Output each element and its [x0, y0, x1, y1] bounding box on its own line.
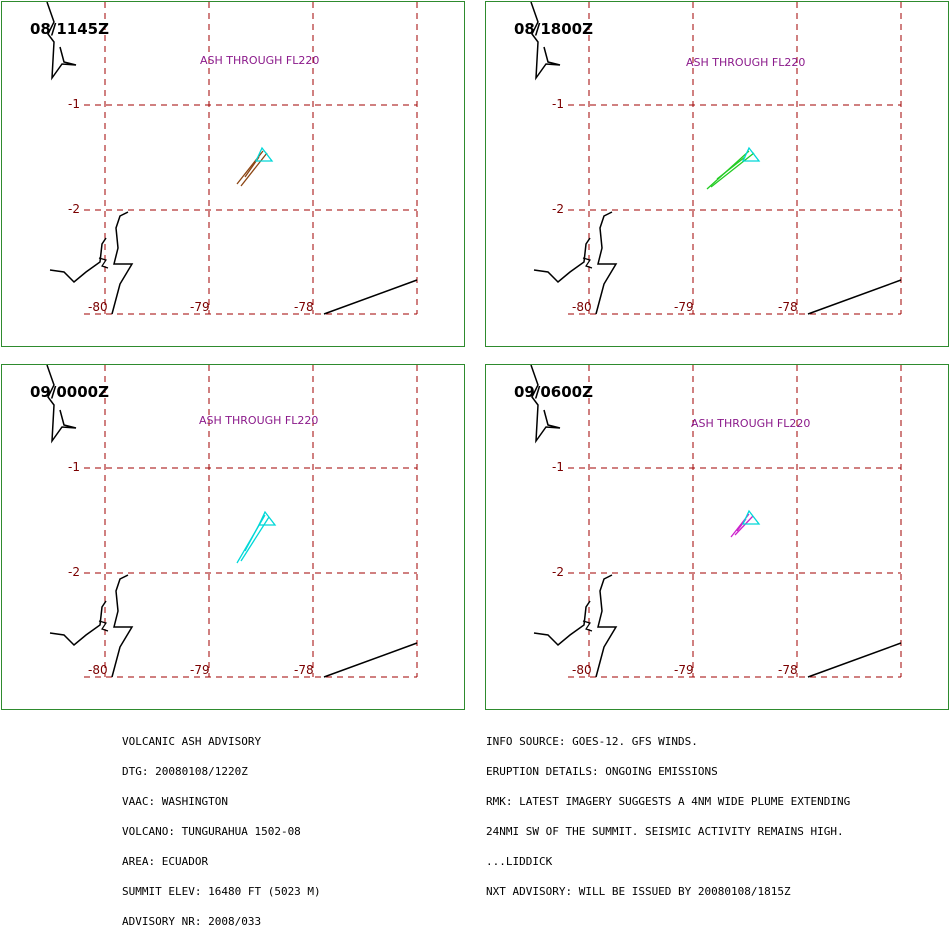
lon-label-80: -80: [88, 663, 108, 677]
advisory-line: SUMMIT ELEV: 16480 FT (5023 M): [122, 885, 321, 898]
panel-time: 08/1800Z: [514, 20, 593, 38]
coastline-north: [530, 365, 561, 444]
ash-level-label: ASH THROUGH FL220: [686, 56, 806, 69]
ash-plume-outline: [716, 156, 746, 180]
lat-label-2: -2: [68, 565, 80, 579]
coastline-south: [595, 211, 618, 315]
advisory-line: ERUPTION DETAILS: ONGOING EMISSIONS: [486, 765, 718, 778]
coastline-south: [111, 574, 134, 678]
lat-label-1: -1: [552, 460, 564, 474]
lon-label-80: -80: [572, 663, 592, 677]
coastline-north: [530, 2, 561, 81]
lat-label-2: -2: [552, 565, 564, 579]
advisory-line: VOLCANO: TUNGURAHUA 1502-08: [122, 825, 301, 838]
ash-level-label: ASH THROUGH FL220: [200, 54, 320, 67]
ash-plume-outline: [734, 515, 754, 536]
lat-label-1: -1: [552, 97, 564, 111]
map-canvas: [530, 365, 902, 678]
coastline-gulf: [49, 237, 107, 284]
lat-label-2: -2: [552, 202, 564, 216]
ash-plume-outline: [240, 516, 270, 562]
advisory-line: AREA: ECUADOR: [122, 855, 209, 868]
border-line: [807, 279, 902, 315]
map-panel-2: 08/1800Z ASH THROUGH FL220 -1 -2 -80 -79…: [485, 1, 949, 347]
advisory-header-left: VOLCANIC ASH ADVISORY DTG: 20080108/1220…: [122, 717, 321, 937]
lon-label-78: -78: [294, 663, 314, 677]
advisory-details-right: INFO SOURCE: GOES-12. GFS WINDS. ERUPTIO…: [486, 717, 850, 907]
volcano-marker-icon: [741, 146, 761, 162]
coastline-north: [46, 2, 77, 81]
coastline-north: [46, 365, 77, 444]
lon-label-79: -79: [674, 663, 694, 677]
border-line: [807, 642, 902, 678]
coastline-gulf: [533, 237, 591, 284]
lon-label-78: -78: [778, 663, 798, 677]
lon-label-79: -79: [190, 663, 210, 677]
lon-label-79: -79: [674, 300, 694, 314]
coastline-island: [582, 620, 593, 632]
coastline-island: [98, 257, 109, 269]
lon-label-78: -78: [294, 300, 314, 314]
advisory-line: ...LIDDICK: [486, 855, 553, 868]
panel-time: 09/0000Z: [30, 383, 109, 401]
coastline-island: [98, 620, 109, 632]
ash-level-label: ASH THROUGH FL220: [199, 414, 319, 427]
map-panel-4: 09/0600Z ASH THROUGH FL220 -1 -2 -80 -79…: [485, 364, 949, 710]
advisory-line: RMK: LATEST IMAGERY SUGGESTS A 4NM WIDE …: [486, 795, 851, 808]
lon-label-80: -80: [572, 300, 592, 314]
lat-label-2: -2: [68, 202, 80, 216]
volcano-marker-icon: [257, 510, 277, 526]
coastline-south: [595, 574, 618, 678]
lon-label-79: -79: [190, 300, 210, 314]
map-canvas: [530, 2, 902, 315]
advisory-line: VOLCANIC ASH ADVISORY: [122, 735, 262, 748]
panel-time: 09/0600Z: [514, 383, 593, 401]
coastline-south: [111, 211, 134, 315]
advisory-line: INFO SOURCE: GOES-12. GFS WINDS.: [486, 735, 698, 748]
border-line: [323, 279, 418, 315]
coastline-gulf: [49, 600, 107, 647]
lon-label-78: -78: [778, 300, 798, 314]
ash-plume-outline: [710, 152, 755, 188]
lat-label-1: -1: [68, 460, 80, 474]
lat-label-1: -1: [68, 97, 80, 111]
advisory-line: VAAC: WASHINGTON: [122, 795, 228, 808]
volcano-marker-icon: [254, 146, 274, 162]
advisory-line: DTG: 20080108/1220Z: [122, 765, 248, 778]
ash-plume-outline: [240, 152, 268, 187]
lon-label-80: -80: [88, 300, 108, 314]
map-panel-1: 08/1145Z ASH THROUGH FL220 -1 -2 -80 -79…: [1, 1, 465, 347]
map-canvas: [46, 2, 418, 315]
advisory-line: ADVISORY NR: 2008/033: [122, 915, 262, 928]
ash-plume-outline: [244, 520, 262, 552]
coastline-gulf: [533, 600, 591, 647]
ash-plume-outline: [236, 150, 264, 185]
advisory-line: NXT ADVISORY: WILL BE ISSUED BY 20080108…: [486, 885, 791, 898]
map-panel-3: 09/0000Z ASH THROUGH FL220 -1 -2 -80 -79…: [1, 364, 465, 710]
advisory-line: 24NMI SW OF THE SUMMIT. SEISMIC ACTIVITY…: [486, 825, 844, 838]
map-canvas: [46, 365, 418, 678]
coastline-island: [582, 257, 593, 269]
border-line: [323, 642, 418, 678]
panel-time: 08/1145Z: [30, 20, 109, 38]
volcano-marker-icon: [741, 509, 761, 525]
ash-level-label: ASH THROUGH FL220: [691, 417, 811, 430]
